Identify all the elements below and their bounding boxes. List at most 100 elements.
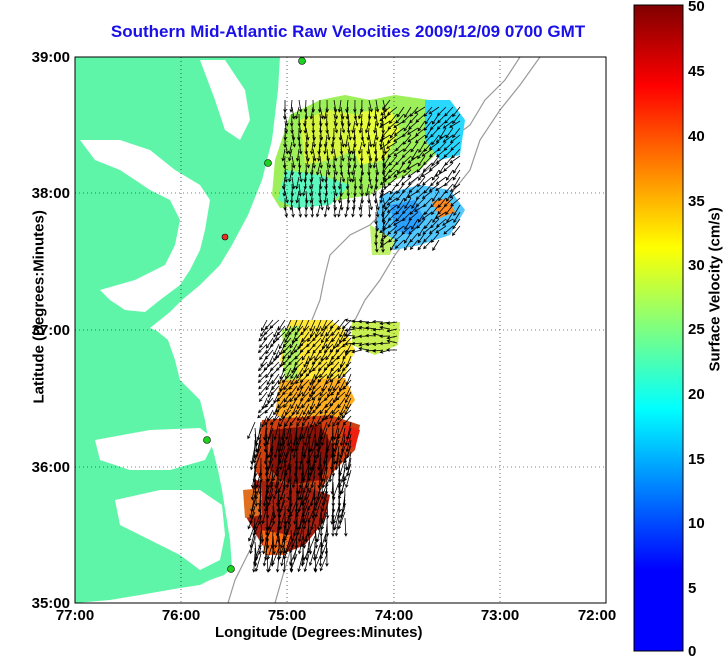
velocity-arrow (415, 113, 426, 123)
velocity-arrow (265, 379, 274, 391)
velocity-arrow (402, 113, 412, 124)
velocity-arrow (299, 367, 310, 377)
velocity-arrow (368, 134, 373, 148)
velocity-arrow (424, 113, 433, 125)
velocity-arrow (423, 120, 433, 131)
velocity-arrow (365, 333, 377, 338)
velocity-arrow (307, 535, 316, 554)
velocity-arrow (442, 218, 454, 226)
velocity-arrow (379, 239, 391, 248)
velocity-arrow (435, 225, 447, 234)
velocity-arrow (337, 204, 342, 218)
velocity-arrow (325, 120, 329, 134)
velocity-arrow (351, 162, 356, 176)
velocity-arrow (286, 427, 292, 447)
velocity-arrow (249, 499, 256, 519)
velocity-arrow (353, 176, 358, 190)
velocity-arrow (255, 469, 262, 489)
velocity-arrow (302, 493, 310, 512)
velocity-arrow (386, 321, 398, 325)
velocity-arrow (359, 204, 363, 218)
velocity-arrow (358, 197, 363, 211)
velocity-arrow (289, 391, 298, 403)
velocity-arrow (408, 225, 419, 235)
velocity-arrow (382, 169, 391, 181)
velocity-arrow (401, 148, 412, 158)
velocity-arrow (368, 197, 373, 211)
velocity-arrow (326, 127, 331, 141)
velocity-arrow (313, 553, 322, 572)
velocity-arrow (444, 176, 454, 187)
velocity-arrow (318, 343, 328, 354)
velocity-arrow (428, 106, 440, 115)
velocity-arrow (389, 127, 398, 139)
velocity-arrow (372, 183, 377, 197)
velocity-arrow (445, 190, 454, 202)
velocity-arrow (290, 373, 298, 386)
velocity-arrow (260, 523, 265, 543)
velocity-arrow (325, 499, 330, 519)
velocity-arrow (319, 169, 325, 183)
velocity-arrow (443, 225, 454, 235)
velocity-arrow (417, 232, 426, 244)
velocity-arrow (393, 120, 405, 128)
velocity-arrow (407, 134, 419, 143)
y-tick-label: 39:00 (32, 49, 70, 66)
velocity-arrow (379, 325, 391, 330)
velocity-arrow (381, 211, 391, 222)
velocity-arrow (332, 481, 340, 500)
velocity-arrow (423, 239, 433, 250)
velocity-arrow (320, 457, 328, 476)
velocity-arrow (380, 106, 391, 116)
velocity-arrow (365, 183, 370, 197)
colorbar-ticks: 50 45 40 35 30 25 20 15 10 5 0 (688, 0, 705, 659)
velocity-arrow (333, 106, 338, 120)
velocity-arrow (386, 204, 398, 213)
velocity-arrow (314, 541, 322, 560)
velocity-arrow (333, 511, 340, 531)
velocity-arrow (351, 349, 363, 354)
velocity-arrow (269, 361, 280, 372)
velocity-arrow (345, 397, 352, 410)
velocity-arrow (278, 445, 286, 464)
velocity-arrow (341, 319, 352, 330)
velocity-arrow (291, 176, 296, 190)
velocity-arrow (291, 204, 295, 218)
velocity-arrow (333, 120, 339, 134)
velocity-arrow (324, 397, 334, 409)
velocity-arrow (417, 211, 426, 223)
velocity-arrow (317, 361, 328, 372)
velocity-arrow (321, 463, 328, 483)
velocity-arrow (430, 197, 440, 208)
velocity-arrow (309, 397, 316, 410)
velocity-arrow (309, 183, 314, 197)
velocity-arrow (439, 127, 447, 139)
velocity-arrow (415, 134, 426, 144)
velocity-arrow (272, 481, 280, 501)
velocity-arrow (279, 409, 286, 422)
velocity-arrow (415, 183, 426, 194)
velocity-arrow (288, 379, 298, 390)
velocity-arrow (307, 463, 316, 482)
velocity-arrow (330, 361, 340, 372)
velocity-arrow (249, 535, 256, 555)
velocity-arrow (277, 499, 286, 518)
velocity-arrow (387, 211, 398, 221)
velocity-arrow (289, 547, 298, 566)
velocity-arrow (254, 481, 262, 500)
velocity-arrow (387, 169, 398, 179)
velocity-arrow (436, 106, 447, 117)
x-tick-label: 72:00 (578, 607, 616, 624)
velocity-arrow (285, 319, 292, 332)
velocity-arrow (408, 183, 419, 193)
velocity-arrow (372, 327, 384, 332)
colorbar-tick-label: 30 (688, 257, 705, 274)
velocity-arrow (342, 379, 352, 390)
velocity-arrow (294, 355, 304, 366)
velocity-arrow (298, 120, 303, 134)
colorbar-tick-label: 50 (688, 0, 705, 15)
velocity-arrow (277, 475, 286, 494)
velocity-arrow (302, 439, 310, 459)
velocity-arrow (341, 409, 352, 419)
velocity-arrow (417, 155, 426, 167)
